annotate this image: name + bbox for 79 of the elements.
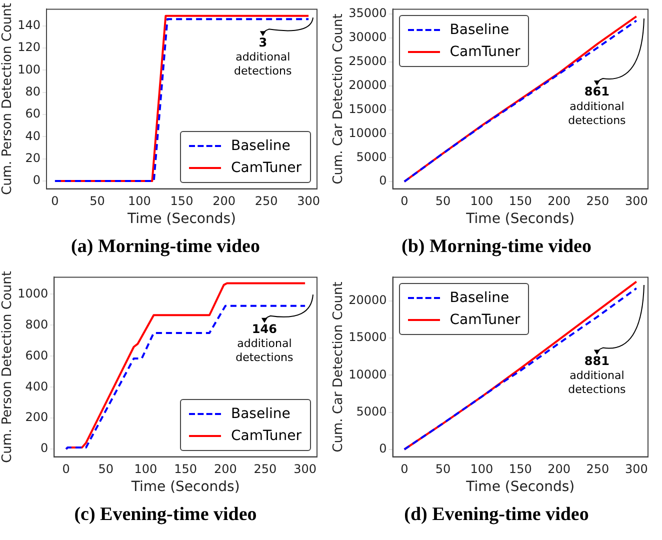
y-tick-label: 15000 <box>348 330 387 344</box>
x-tick-label: 0 <box>400 194 408 208</box>
x-tick-label: 0 <box>62 462 70 476</box>
y-tick-label: 1000 <box>18 286 48 300</box>
y-tick-label: 800 <box>25 317 48 332</box>
x-tick-label: 100 <box>134 462 158 476</box>
y-axis-title: Cum. Car Detection Count <box>331 282 346 452</box>
y-tick-label: 20000 <box>348 293 387 308</box>
y-tick-label: 0 <box>379 174 387 188</box>
x-tick-label: 250 <box>586 194 610 208</box>
x-tick-label: 200 <box>548 462 571 476</box>
y-tick-label: 120 <box>18 40 41 54</box>
legend-label: CamTuner <box>231 428 302 444</box>
y-tick-label: 35000 <box>348 6 387 20</box>
y-tick-label: 400 <box>25 379 48 394</box>
annotation: 861 additional detections <box>568 84 626 127</box>
y-tick-label: 140 <box>18 18 41 32</box>
x-tick-label: 300 <box>294 462 317 476</box>
x-tick-label: 100 <box>470 194 494 208</box>
y-tick-label: 200 <box>25 410 48 424</box>
y-tick-label: 0 <box>40 441 48 456</box>
y-tick-label: 600 <box>25 348 48 362</box>
y-tick-label: 60 <box>25 106 41 121</box>
x-tick-label: 0 <box>51 194 59 208</box>
x-axis-title: Time (Seconds) <box>465 479 575 496</box>
y-axis-title: Cum. Person Detection Count <box>0 3 16 195</box>
legend-label: Baseline <box>450 22 510 38</box>
y-tick-label: 0 <box>32 173 41 188</box>
legend-label: CamTuner <box>231 160 302 176</box>
y-tick-label: 15000 <box>348 102 387 116</box>
y-tick-label: 5000 <box>356 404 387 418</box>
y-tick-label: 10000 <box>348 367 387 382</box>
x-tick-label: 200 <box>548 194 571 208</box>
text: (d) Evening-time video <box>403 504 590 526</box>
x-tick-label: 300 <box>624 194 648 208</box>
x-tick-label: 250 <box>586 462 610 476</box>
x-tick-label: 300 <box>297 194 320 208</box>
y-tick-label: 80 <box>25 84 41 98</box>
x-tick-label: 50 <box>90 194 105 208</box>
legend-label: Baseline <box>231 138 290 154</box>
y-tick-label: 40 <box>25 128 41 143</box>
y-tick-label: 20000 <box>348 78 387 92</box>
x-tick-label: 0 <box>400 462 408 476</box>
x-tick-label: 200 <box>214 462 237 476</box>
y-tick-label: 25000 <box>348 54 387 68</box>
x-tick-label: 50 <box>435 194 451 208</box>
legend-label: Baseline <box>231 406 290 422</box>
x-tick-label: 150 <box>174 462 198 476</box>
text: (c) Evening-time video <box>73 504 258 526</box>
x-tick-label: 100 <box>470 462 494 476</box>
x-tick-label: 50 <box>98 462 114 476</box>
y-axis-title: Cum. Person Detection Count <box>0 271 16 463</box>
legend-label: CamTuner <box>450 312 520 328</box>
annotation: 881 additional detections <box>568 354 626 396</box>
x-axis-title: Time (Seconds) <box>126 211 236 228</box>
legend-label: Baseline <box>450 290 510 306</box>
x-tick-label: 150 <box>508 194 532 208</box>
y-tick-label: 100 <box>18 62 41 76</box>
text: (b) Morning-time video <box>400 236 592 258</box>
x-tick-label: 150 <box>508 462 532 476</box>
x-tick-label: 300 <box>624 462 648 476</box>
x-tick-label: 250 <box>254 194 278 208</box>
x-tick-label: 100 <box>128 194 151 208</box>
text: (a) Morning-time video <box>70 236 261 258</box>
x-tick-label: 250 <box>254 462 277 476</box>
y-axis-title: Cum. Car Detection Count <box>331 14 346 184</box>
y-tick-label: 30000 <box>348 30 387 44</box>
x-tick-label: 50 <box>435 462 451 476</box>
y-tick-label: 5000 <box>356 150 387 164</box>
y-tick-label: 10000 <box>348 126 387 140</box>
y-tick-label: 0 <box>379 442 387 456</box>
x-tick-label: 150 <box>170 194 194 208</box>
x-tick-label: 200 <box>212 194 236 208</box>
x-axis-title: Time (Seconds) <box>130 479 240 496</box>
annotation: 146 additional detections <box>236 322 294 364</box>
legend-label: CamTuner <box>450 44 520 60</box>
annotation: 3 additional detections <box>234 35 292 78</box>
y-tick-label: 20 <box>25 150 41 165</box>
x-axis-title: Time (Seconds) <box>465 211 575 228</box>
